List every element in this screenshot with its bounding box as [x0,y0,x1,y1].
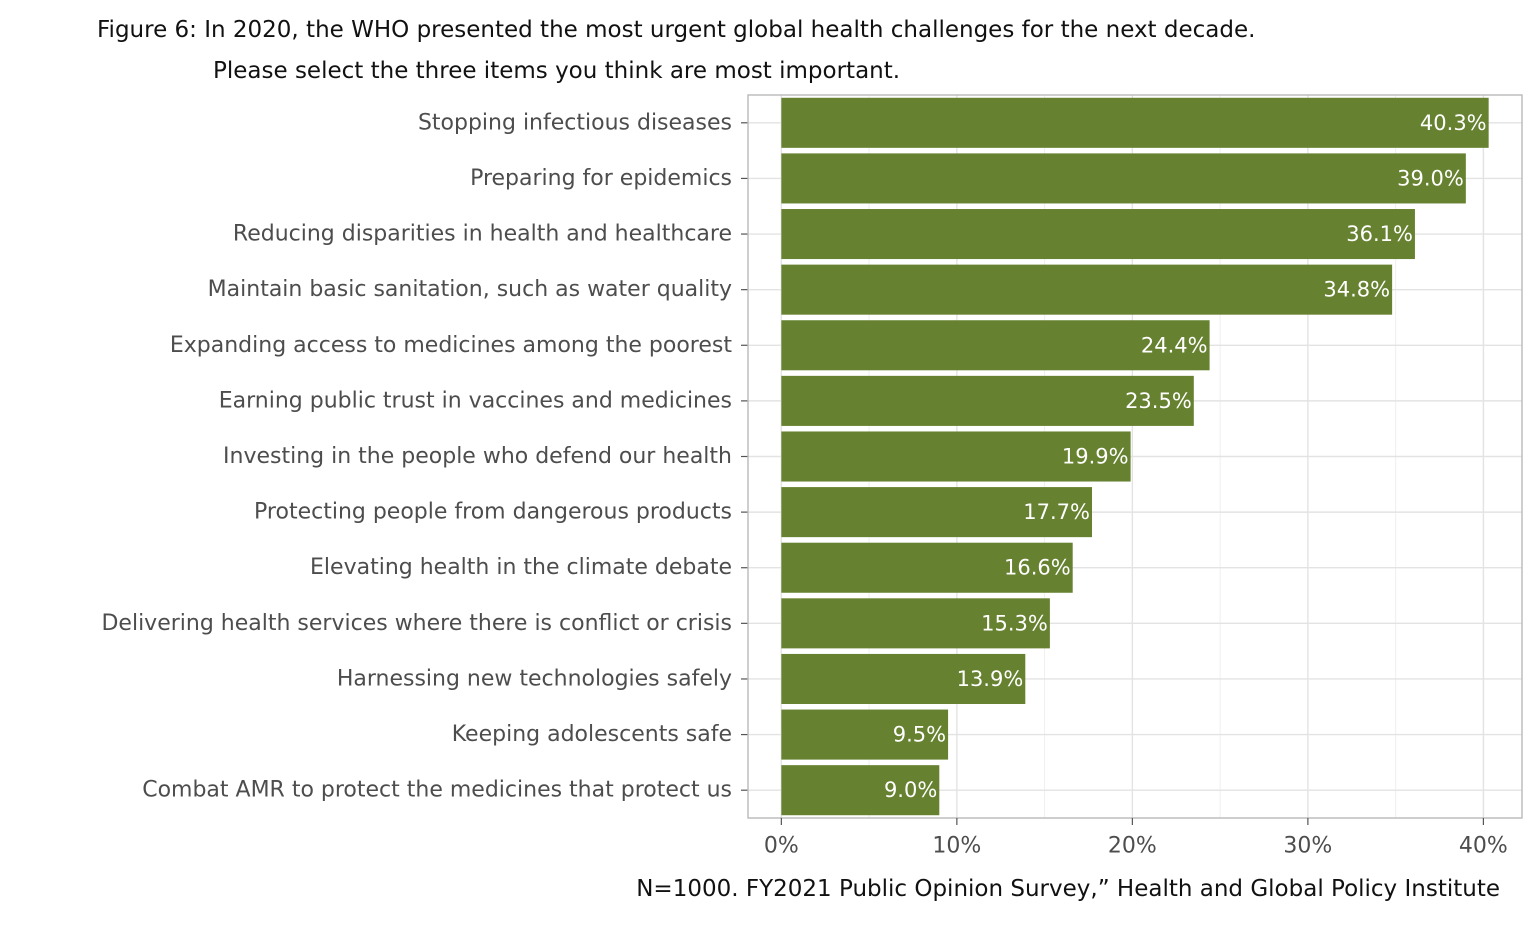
bar [781,97,1489,148]
bar [781,709,949,760]
bar-data-label: 23.5% [1125,389,1192,413]
bar [781,375,1194,426]
bar [781,653,1026,704]
category-label: Earning public trust in vaccines and med… [219,388,732,413]
bar [781,765,940,816]
bar [781,264,1393,315]
bar-data-label: 19.9% [1062,445,1129,469]
category-label: Harnessing new technologies safely [337,666,732,691]
x-tick-label: 0% [764,834,799,859]
bar [781,153,1466,204]
bar [781,431,1131,482]
bar-data-label: 36.1% [1346,222,1413,246]
category-label: Expanding access to medicines among the … [170,333,732,358]
bar-data-label: 34.8% [1323,278,1390,302]
chart-title-line-1: Figure 6: In 2020, the WHO presented the… [97,17,1256,43]
chart-title: Figure 6: In 2020, the WHO presented the… [97,10,1497,92]
category-label: Keeping adolescents safe [452,722,732,747]
category-label: Preparing for epidemics [470,166,732,191]
bar-data-label: 39.0% [1397,166,1464,190]
category-label: Combat AMR to protect the medicines that… [142,778,732,803]
bar [781,320,1210,371]
plot-frame [747,94,1523,819]
bar-data-label: 24.4% [1141,333,1208,357]
bar-data-label: 16.6% [1004,556,1071,580]
bar-data-label: 9.5% [893,723,946,747]
bar [781,487,1092,538]
bar [781,542,1073,593]
x-tick-label: 10% [932,834,981,859]
chart-title-line-2: Please select the three items you think … [213,58,901,84]
bar-data-label: 40.3% [1420,111,1487,135]
x-tick-label: 20% [1108,834,1157,859]
bar-data-label: 17.7% [1023,500,1090,524]
bar-data-label: 13.9% [957,667,1024,691]
category-label: Delivering health services where there i… [101,611,732,636]
category-label: Reducing disparities in health and healt… [233,222,732,247]
category-label: Elevating health in the climate debate [310,555,732,580]
category-label: Investing in the people who defend our h… [223,444,732,469]
category-label: Protecting people from dangerous product… [254,500,732,525]
bar [781,209,1415,260]
chart-caption: N=1000. FY2021 Public Opinion Survey,” H… [636,876,1500,902]
x-tick-label: 40% [1459,834,1508,859]
category-label: Maintain basic sanitation, such as water… [208,277,732,302]
bar [781,598,1050,649]
bar-data-label: 15.3% [981,611,1048,635]
x-tick-label: 30% [1283,834,1332,859]
bar-data-label: 9.0% [884,778,937,802]
category-label: Stopping infectious diseases [418,110,732,135]
